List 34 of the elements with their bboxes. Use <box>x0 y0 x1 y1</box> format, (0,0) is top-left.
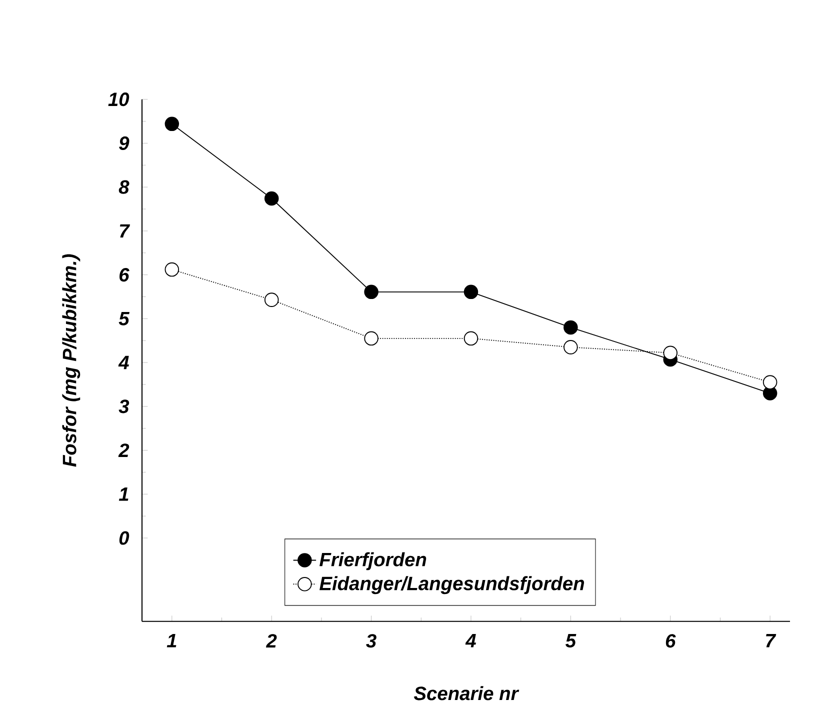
legend-label: Eidanger/Langesundsfjorden <box>320 576 584 594</box>
legend-label: Frierfjorden <box>320 552 426 570</box>
y-tick-label: 9 <box>119 136 130 150</box>
point <box>164 262 180 277</box>
y-tick-label: 4 <box>118 356 129 370</box>
point <box>264 292 279 308</box>
point <box>762 375 778 390</box>
y-tick-label: 1 <box>118 488 128 501</box>
y-tick-label: 0 <box>119 531 130 545</box>
y-tick-label: 8 <box>118 180 130 194</box>
x-axis-title: Scenarie nr <box>414 686 520 700</box>
x-tick-label: 5 <box>566 634 576 648</box>
point <box>164 116 180 132</box>
point <box>564 340 578 354</box>
y-tick-label: 3 <box>118 400 130 414</box>
y-tick-label: 5 <box>118 312 130 326</box>
x-tick-label: 7 <box>766 634 776 648</box>
y-tick-label: 7 <box>120 224 130 238</box>
point <box>464 331 478 346</box>
y-tick-label: 6 <box>120 268 130 282</box>
point <box>663 346 678 360</box>
x-tick-label: 3 <box>366 634 376 648</box>
x-tick-label: 2 <box>266 634 277 648</box>
point <box>264 192 279 206</box>
x-tick-label: 1 <box>166 634 176 648</box>
point <box>364 331 378 346</box>
y-tick-label: 2 <box>118 444 130 458</box>
y-axis-title: Fosfor (mg P/kubikkm.) <box>62 254 80 467</box>
x-tick-label: 4 <box>465 634 476 648</box>
point <box>464 284 478 300</box>
y-tick-label: 10 <box>108 92 130 106</box>
point <box>364 284 378 300</box>
x-tick-label: 6 <box>666 634 676 648</box>
point <box>564 320 578 335</box>
